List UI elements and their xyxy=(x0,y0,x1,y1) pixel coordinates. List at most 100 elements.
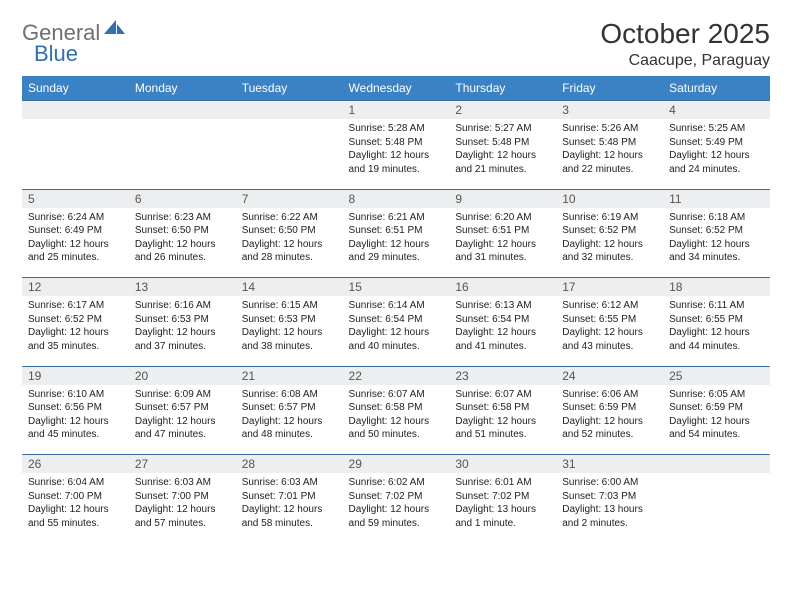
sunset-line: Sunset: 6:51 PM xyxy=(455,224,550,238)
weekday-header: Friday xyxy=(556,76,663,101)
day-cell: Sunrise: 5:25 AMSunset: 5:49 PMDaylight:… xyxy=(663,119,770,189)
day-number: 15 xyxy=(343,278,450,296)
sunset-line: Sunset: 6:50 PM xyxy=(242,224,337,238)
sunrise-line: Sunrise: 5:25 AM xyxy=(669,122,764,136)
weekday-header: Wednesday xyxy=(343,76,450,101)
day-number-cell: 16 xyxy=(449,278,556,297)
day-info: Sunrise: 6:08 AMSunset: 6:57 PMDaylight:… xyxy=(242,388,337,442)
daylight-line: Daylight: 12 hours and 38 minutes. xyxy=(242,326,337,353)
sunset-line: Sunset: 6:51 PM xyxy=(349,224,444,238)
daylight-line: Daylight: 12 hours and 37 minutes. xyxy=(135,326,230,353)
day-number-row: 567891011 xyxy=(22,189,770,208)
day-number: 12 xyxy=(22,278,129,296)
day-info: Sunrise: 6:10 AMSunset: 6:56 PMDaylight:… xyxy=(28,388,123,442)
daylight-line: Daylight: 12 hours and 47 minutes. xyxy=(135,415,230,442)
daylight-line: Daylight: 12 hours and 25 minutes. xyxy=(28,238,123,265)
day-number: 7 xyxy=(236,190,343,208)
day-number: 25 xyxy=(663,367,770,385)
day-cell xyxy=(22,119,129,189)
daylight-line: Daylight: 12 hours and 50 minutes. xyxy=(349,415,444,442)
day-cell: Sunrise: 6:04 AMSunset: 7:00 PMDaylight:… xyxy=(22,473,129,543)
daylight-line: Daylight: 12 hours and 43 minutes. xyxy=(562,326,657,353)
sunset-line: Sunset: 6:49 PM xyxy=(28,224,123,238)
day-number-row: 19202122232425 xyxy=(22,366,770,385)
sunrise-line: Sunrise: 5:26 AM xyxy=(562,122,657,136)
day-number: 10 xyxy=(556,190,663,208)
day-info: Sunrise: 6:03 AMSunset: 7:00 PMDaylight:… xyxy=(135,476,230,530)
sunset-line: Sunset: 6:52 PM xyxy=(669,224,764,238)
sunset-line: Sunset: 6:58 PM xyxy=(349,401,444,415)
week-row: Sunrise: 6:04 AMSunset: 7:00 PMDaylight:… xyxy=(22,473,770,543)
day-number-cell: 3 xyxy=(556,101,663,120)
day-cell: Sunrise: 6:23 AMSunset: 6:50 PMDaylight:… xyxy=(129,208,236,278)
daylight-line: Daylight: 12 hours and 41 minutes. xyxy=(455,326,550,353)
week-row: Sunrise: 6:17 AMSunset: 6:52 PMDaylight:… xyxy=(22,296,770,366)
day-number-cell: 14 xyxy=(236,278,343,297)
day-info: Sunrise: 6:11 AMSunset: 6:55 PMDaylight:… xyxy=(669,299,764,353)
day-number-cell xyxy=(236,101,343,120)
day-cell: Sunrise: 5:28 AMSunset: 5:48 PMDaylight:… xyxy=(343,119,450,189)
day-info: Sunrise: 6:04 AMSunset: 7:00 PMDaylight:… xyxy=(28,476,123,530)
sunrise-line: Sunrise: 6:07 AM xyxy=(349,388,444,402)
page-title: October 2025 xyxy=(600,18,770,50)
daylight-line: Daylight: 12 hours and 48 minutes. xyxy=(242,415,337,442)
day-cell: Sunrise: 6:15 AMSunset: 6:53 PMDaylight:… xyxy=(236,296,343,366)
day-cell: Sunrise: 6:01 AMSunset: 7:02 PMDaylight:… xyxy=(449,473,556,543)
sunset-line: Sunset: 7:01 PM xyxy=(242,490,337,504)
day-info: Sunrise: 6:18 AMSunset: 6:52 PMDaylight:… xyxy=(669,211,764,265)
day-number: 21 xyxy=(236,367,343,385)
sunrise-line: Sunrise: 6:08 AM xyxy=(242,388,337,402)
day-cell: Sunrise: 5:26 AMSunset: 5:48 PMDaylight:… xyxy=(556,119,663,189)
day-number: 13 xyxy=(129,278,236,296)
day-cell: Sunrise: 6:07 AMSunset: 6:58 PMDaylight:… xyxy=(449,385,556,455)
sunset-line: Sunset: 6:52 PM xyxy=(28,313,123,327)
day-number: 3 xyxy=(556,101,663,119)
daylight-line: Daylight: 12 hours and 59 minutes. xyxy=(349,503,444,530)
day-number: 29 xyxy=(343,455,450,473)
day-number-cell: 13 xyxy=(129,278,236,297)
daylight-line: Daylight: 12 hours and 40 minutes. xyxy=(349,326,444,353)
sunset-line: Sunset: 5:49 PM xyxy=(669,136,764,150)
day-number-cell: 5 xyxy=(22,189,129,208)
day-number-row: 262728293031 xyxy=(22,455,770,474)
day-number-cell xyxy=(22,101,129,120)
sunset-line: Sunset: 7:00 PM xyxy=(135,490,230,504)
day-info: Sunrise: 6:15 AMSunset: 6:53 PMDaylight:… xyxy=(242,299,337,353)
day-number: 26 xyxy=(22,455,129,473)
sunrise-line: Sunrise: 6:14 AM xyxy=(349,299,444,313)
day-number-cell xyxy=(129,101,236,120)
day-cell: Sunrise: 6:14 AMSunset: 6:54 PMDaylight:… xyxy=(343,296,450,366)
day-info: Sunrise: 6:01 AMSunset: 7:02 PMDaylight:… xyxy=(455,476,550,530)
day-cell: Sunrise: 6:11 AMSunset: 6:55 PMDaylight:… xyxy=(663,296,770,366)
day-info: Sunrise: 6:13 AMSunset: 6:54 PMDaylight:… xyxy=(455,299,550,353)
day-number: 1 xyxy=(343,101,450,119)
day-number-cell: 15 xyxy=(343,278,450,297)
daylight-line: Daylight: 12 hours and 22 minutes. xyxy=(562,149,657,176)
sunset-line: Sunset: 6:53 PM xyxy=(135,313,230,327)
day-number-cell: 2 xyxy=(449,101,556,120)
week-row: Sunrise: 5:28 AMSunset: 5:48 PMDaylight:… xyxy=(22,119,770,189)
day-number: 27 xyxy=(129,455,236,473)
sunset-line: Sunset: 5:48 PM xyxy=(562,136,657,150)
sunrise-line: Sunrise: 6:18 AM xyxy=(669,211,764,225)
day-number: 8 xyxy=(343,190,450,208)
day-number-cell: 10 xyxy=(556,189,663,208)
day-info: Sunrise: 5:26 AMSunset: 5:48 PMDaylight:… xyxy=(562,122,657,176)
day-number-cell: 18 xyxy=(663,278,770,297)
sunrise-line: Sunrise: 6:09 AM xyxy=(135,388,230,402)
sunrise-line: Sunrise: 6:02 AM xyxy=(349,476,444,490)
sunrise-line: Sunrise: 6:21 AM xyxy=(349,211,444,225)
sunrise-line: Sunrise: 6:19 AM xyxy=(562,211,657,225)
daylight-line: Daylight: 13 hours and 2 minutes. xyxy=(562,503,657,530)
daylight-line: Daylight: 12 hours and 55 minutes. xyxy=(28,503,123,530)
sunset-line: Sunset: 6:59 PM xyxy=(669,401,764,415)
day-cell: Sunrise: 6:03 AMSunset: 7:01 PMDaylight:… xyxy=(236,473,343,543)
sunset-line: Sunset: 7:02 PM xyxy=(455,490,550,504)
day-number-row: 1234 xyxy=(22,101,770,120)
sunrise-line: Sunrise: 6:16 AM xyxy=(135,299,230,313)
day-cell: Sunrise: 6:05 AMSunset: 6:59 PMDaylight:… xyxy=(663,385,770,455)
day-cell: Sunrise: 6:03 AMSunset: 7:00 PMDaylight:… xyxy=(129,473,236,543)
day-cell: Sunrise: 6:17 AMSunset: 6:52 PMDaylight:… xyxy=(22,296,129,366)
day-cell: Sunrise: 6:16 AMSunset: 6:53 PMDaylight:… xyxy=(129,296,236,366)
weekday-header: Saturday xyxy=(663,76,770,101)
